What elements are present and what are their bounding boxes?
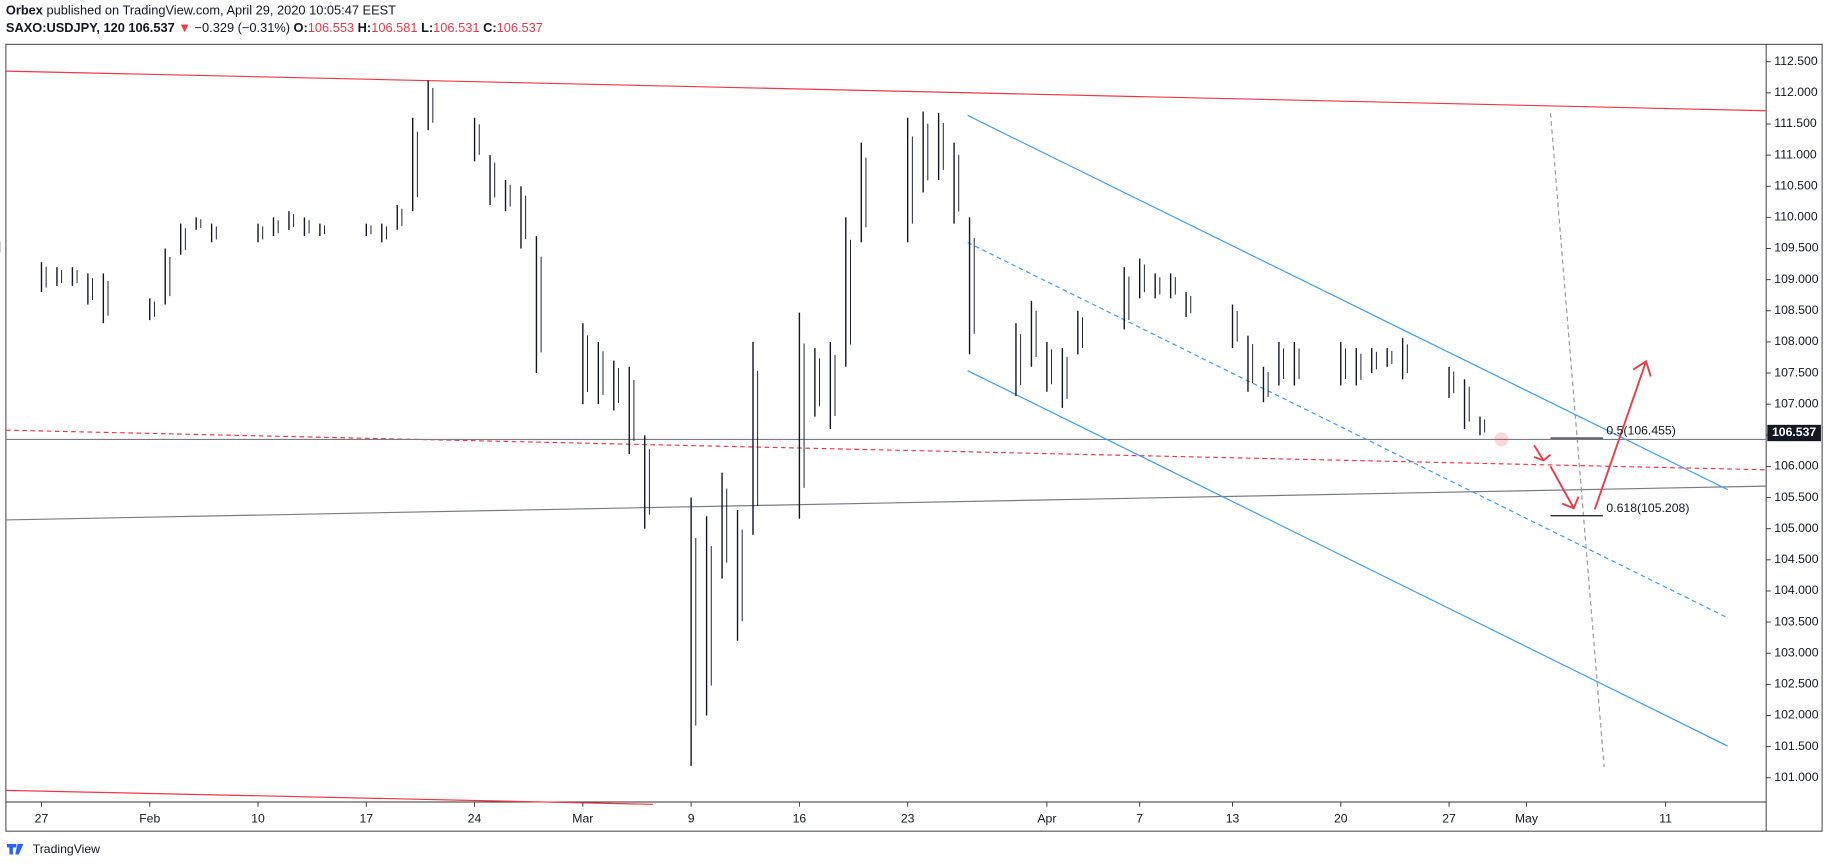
- y-tick-label: 102.000: [1774, 708, 1818, 722]
- footer: TradingView: [7, 842, 100, 856]
- arrow: [1533, 444, 1545, 461]
- y-tick-label: 106.000: [1774, 459, 1818, 473]
- x-tick-label: May: [1515, 812, 1539, 826]
- x-tick-label: 16: [793, 812, 807, 826]
- y-tick-label: 112.000: [1774, 85, 1818, 99]
- y-tick-label: 101.500: [1774, 739, 1818, 753]
- y-tick-label: 105.000: [1774, 521, 1818, 535]
- y-tick-label: 110.000: [1774, 210, 1818, 224]
- arrow-head: [1561, 496, 1580, 510]
- arrow: ▼: [178, 21, 191, 36]
- open-label: O:: [294, 21, 308, 36]
- trend-line: [5, 789, 653, 805]
- y-tick-label: 105.500: [1774, 490, 1818, 504]
- x-tick-label: 24: [468, 812, 482, 826]
- x-tick-label: Apr: [1037, 812, 1056, 826]
- last: 106.537: [128, 21, 174, 36]
- y-tick-label: 111.000: [1774, 147, 1817, 161]
- header-line-2: SAXO:USDJPY, 120 106.537 ▼ −0.329 (−0.31…: [6, 21, 543, 36]
- y-tick-label: 103.000: [1774, 645, 1818, 659]
- last-price-box: [1767, 424, 1821, 442]
- x-tick-label: 13: [1226, 812, 1240, 826]
- y-tick-label: 107.000: [1774, 396, 1818, 410]
- channel-top: [967, 114, 1728, 491]
- brand: TradingView: [33, 842, 100, 856]
- x-tick-label: 17: [359, 812, 373, 826]
- x-tick-label: 7: [1136, 812, 1143, 826]
- x-tick-label: 23: [901, 812, 915, 826]
- price-bars: [0, 80, 1486, 766]
- low-label: L:: [421, 21, 433, 36]
- fib-label: 0.618(105.208): [1606, 501, 1689, 515]
- arrow: [1549, 465, 1575, 509]
- x-tick-label: 27: [35, 812, 49, 826]
- x-tick-label: 11: [1659, 812, 1672, 826]
- low: 106.531: [433, 21, 479, 36]
- trend-line: [5, 70, 1767, 112]
- close-label: C:: [483, 21, 497, 36]
- arrows: [1533, 359, 1652, 510]
- symbol: SAXO:USDJPY, 120: [6, 21, 125, 36]
- y-tick-label: 102.500: [1774, 677, 1818, 691]
- high-label: H:: [358, 21, 372, 36]
- published: published on TradingView.com, April 29, …: [46, 3, 396, 18]
- x-tick-label: Feb: [139, 812, 160, 826]
- fib-label: 0.5(106.455): [1606, 423, 1675, 437]
- high: 106.581: [371, 21, 417, 36]
- header-line-1: Orbex published on TradingView.com, Apri…: [6, 3, 396, 18]
- y-tick-label: 103.500: [1774, 614, 1818, 628]
- open: 106.553: [308, 21, 354, 36]
- channel-mid: [967, 241, 1728, 619]
- y-tick-label: 104.500: [1774, 552, 1818, 566]
- marker: [1494, 432, 1509, 447]
- y-tick-label: 112.500: [1774, 54, 1818, 68]
- y-tick-label: 111.500: [1774, 116, 1817, 130]
- drawings: [5, 70, 1767, 805]
- arrow-head: [1632, 359, 1652, 377]
- y-tick-label: 108.000: [1774, 334, 1818, 348]
- change: −0.329 (−0.31%): [195, 21, 290, 36]
- x-tick-label: 20: [1334, 812, 1348, 826]
- frame: [5, 43, 1823, 832]
- y-tick-label: 107.500: [1774, 365, 1818, 379]
- y-tick-label: 109.500: [1774, 241, 1818, 255]
- x-tick-label: 27: [1442, 812, 1456, 826]
- x-tick-label: 10: [251, 812, 265, 826]
- logo: [7, 843, 24, 855]
- channel-bottom: [967, 370, 1728, 747]
- arrow-head: [1533, 453, 1552, 462]
- y-tick-label: 110.500: [1774, 178, 1818, 192]
- y-tick-label: 109.000: [1774, 272, 1818, 286]
- trend-line: [5, 485, 1767, 521]
- arrow: [1593, 361, 1647, 510]
- vertical-dashed: [1549, 113, 1605, 768]
- y-tick-label: 101.000: [1774, 770, 1818, 784]
- y-tick-label: 104.000: [1774, 583, 1818, 597]
- close: 106.537: [497, 21, 543, 36]
- author: Orbex: [6, 3, 44, 18]
- x-tick-label: 9: [688, 812, 695, 826]
- x-tick-label: Mar: [572, 812, 593, 826]
- y-tick-label: 108.500: [1774, 303, 1818, 317]
- last-price-label: 106.537: [1772, 425, 1816, 439]
